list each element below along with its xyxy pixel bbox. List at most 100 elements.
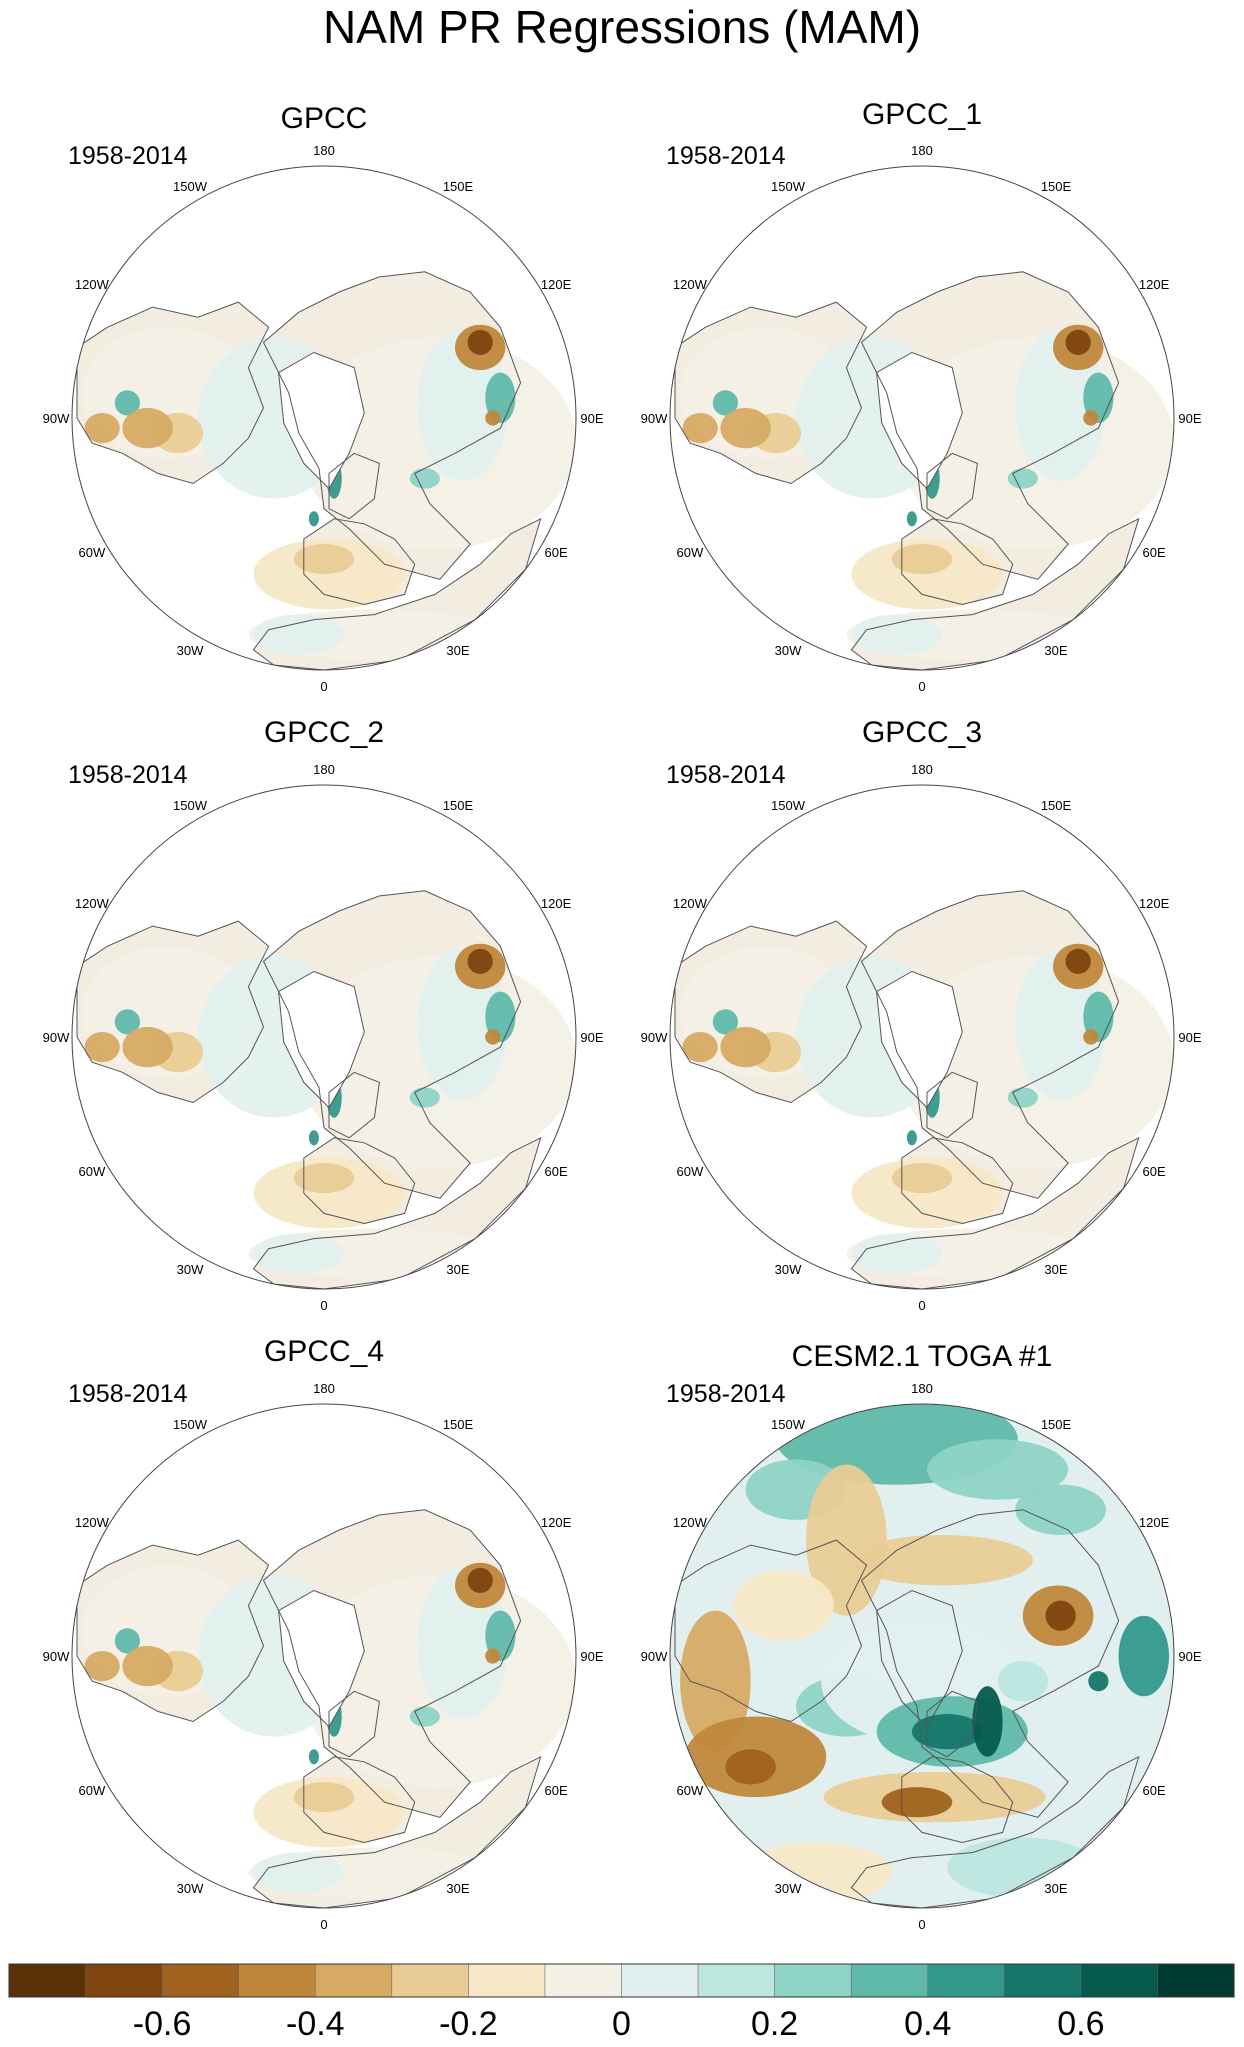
coastline bbox=[262, 271, 522, 580]
longitude-label: 30W bbox=[775, 643, 802, 658]
panel-period: 1958-2014 bbox=[68, 1380, 188, 1408]
anomaly-cell bbox=[972, 1686, 1003, 1757]
longitude-label: 0 bbox=[320, 679, 327, 694]
longitude-label: 30E bbox=[1044, 1262, 1067, 1277]
longitude-label: 120E bbox=[1139, 896, 1170, 911]
coastline bbox=[674, 920, 868, 1104]
anomaly-cell bbox=[906, 511, 917, 527]
longitude-label: 180 bbox=[313, 762, 335, 777]
colorbar: -0.6 -0.4 -0.2 0 0.2 0.4 0.6 bbox=[8, 1963, 1235, 2043]
coastline bbox=[303, 518, 416, 606]
longitude-label: 30E bbox=[446, 1262, 469, 1277]
longitude-label: 150W bbox=[771, 179, 806, 194]
coastline bbox=[278, 1589, 365, 1728]
anomaly-cell bbox=[911, 1714, 983, 1750]
coastline bbox=[76, 920, 270, 1104]
coastline bbox=[876, 1589, 963, 1728]
longitude-label: 150W bbox=[173, 179, 208, 194]
map-field bbox=[674, 890, 1174, 1289]
colorbar-segment bbox=[238, 1963, 316, 1998]
colorbar-segment bbox=[850, 1963, 929, 1998]
longitude-label: 120E bbox=[541, 1515, 572, 1530]
anomaly-cell bbox=[851, 1233, 943, 1274]
map-panel: 180 150E 120E 90E 60E 30E 0 30W 60W 90W 120W 150W CE… bbox=[641, 1340, 1202, 1932]
panel-title: CESM2.1 TOGA #1 bbox=[792, 1340, 1053, 1373]
coastline bbox=[860, 1509, 1120, 1818]
longitude-label: 90W bbox=[641, 411, 668, 426]
anomaly-cell bbox=[308, 511, 319, 527]
anomaly-cell bbox=[1007, 468, 1038, 489]
longitude-label: 150W bbox=[771, 798, 806, 813]
colorbar-segment bbox=[1004, 1963, 1082, 1998]
coastline bbox=[328, 1690, 380, 1758]
longitude-label: 60E bbox=[1143, 1164, 1166, 1179]
longitude-label: 30W bbox=[775, 1262, 802, 1277]
longitude-label: 150E bbox=[1041, 179, 1072, 194]
coastline bbox=[252, 1755, 542, 1908]
longitude-label: 90E bbox=[1178, 1030, 1201, 1045]
map-panel: 180 150E 120E 90E 60E 30E 0 30W 60W 90W 120W 150W GP… bbox=[641, 716, 1202, 1313]
coastline bbox=[926, 1071, 978, 1139]
longitude-label: 30E bbox=[1044, 643, 1067, 658]
map-field bbox=[674, 271, 1174, 670]
anomaly-cell bbox=[253, 1157, 405, 1229]
coastline bbox=[252, 1136, 542, 1289]
anomaly-cell bbox=[682, 1032, 718, 1063]
panel-title: GPCC_3 bbox=[862, 716, 982, 749]
colorbar-segment bbox=[927, 1963, 1005, 1998]
map-boundary bbox=[71, 1403, 577, 1909]
anomaly-cell bbox=[253, 614, 345, 655]
anomaly-cell bbox=[806, 1464, 887, 1616]
coastline bbox=[278, 970, 365, 1109]
anomaly-cell bbox=[725, 1749, 776, 1785]
longitude-label: 180 bbox=[911, 1381, 933, 1396]
anomaly-cell bbox=[891, 544, 953, 575]
anomaly-cell bbox=[308, 1130, 319, 1146]
anomaly-cell bbox=[720, 1026, 771, 1068]
anomaly-cell bbox=[253, 538, 405, 610]
anomaly-cell bbox=[467, 1567, 493, 1593]
longitude-label: 60W bbox=[79, 545, 106, 560]
anomaly-cell bbox=[84, 1032, 120, 1063]
coastline bbox=[850, 1755, 1140, 1908]
longitude-label: 0 bbox=[320, 1298, 327, 1313]
anomaly-cell bbox=[308, 1749, 319, 1765]
coastline bbox=[901, 518, 1014, 606]
longitude-label: 30E bbox=[446, 643, 469, 658]
colorbar-segment bbox=[391, 1963, 469, 1998]
colorbar-segment bbox=[544, 1963, 623, 1998]
longitude-label: 150E bbox=[443, 1417, 474, 1432]
map-boundary bbox=[669, 784, 1175, 1290]
coastline bbox=[303, 1137, 416, 1225]
anomaly-cell bbox=[293, 1163, 355, 1194]
anomaly-cell bbox=[1045, 1600, 1076, 1631]
map-field bbox=[76, 1509, 576, 1908]
colorbar-segment bbox=[8, 1963, 87, 1998]
anomaly-cell bbox=[485, 410, 501, 426]
longitude-label: 30E bbox=[446, 1881, 469, 1896]
longitude-label: 90E bbox=[580, 411, 603, 426]
anomaly-cell bbox=[114, 1628, 140, 1654]
longitude-label: 120E bbox=[1139, 277, 1170, 292]
missing-data-greenland bbox=[278, 1590, 365, 1727]
missing-data-greenland bbox=[876, 971, 963, 1108]
anomaly-cell bbox=[114, 390, 140, 416]
anomaly-cell bbox=[997, 1661, 1048, 1702]
coastline bbox=[926, 1690, 978, 1758]
longitude-label: 180 bbox=[313, 1381, 335, 1396]
longitude-label: 150W bbox=[173, 798, 208, 813]
panel-title: GPCC_2 bbox=[264, 716, 384, 749]
longitude-label: 120E bbox=[541, 277, 572, 292]
map-field bbox=[670, 1404, 1174, 1908]
longitude-label: 120W bbox=[75, 896, 110, 911]
coastline bbox=[76, 301, 270, 485]
map-boundary bbox=[71, 784, 577, 1290]
colorbar-segment bbox=[774, 1963, 852, 1998]
anomaly-cell bbox=[253, 1852, 345, 1893]
longitude-label: 90E bbox=[580, 1649, 603, 1664]
longitude-label: 0 bbox=[320, 1917, 327, 1932]
longitude-label: 60W bbox=[677, 1164, 704, 1179]
longitude-label: 0 bbox=[918, 679, 925, 694]
colorbar-segment bbox=[1157, 1963, 1235, 1998]
